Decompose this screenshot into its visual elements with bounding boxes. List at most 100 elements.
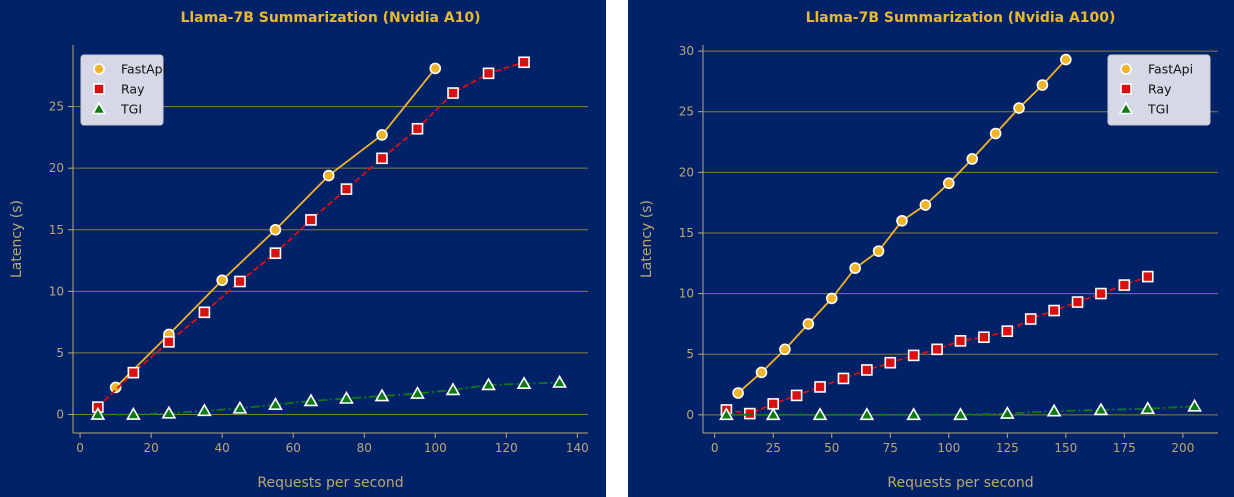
data-point-tgi [481,377,496,391]
legend-label-fastapi: FastApi [1148,62,1193,77]
x-axis-label: Requests per second [887,475,1033,491]
data-point-fastapi [216,274,228,287]
data-point-tgi [552,374,567,388]
data-point-tgi [197,403,212,417]
series-ray [720,270,1154,420]
y-tick-label: 10 [49,284,64,298]
data-point-tgi [953,407,968,421]
x-tick-label: 125 [996,441,1019,455]
legend-label-tgi: TGI [120,102,142,117]
x-tick-label: 150 [1054,441,1077,455]
data-point-ray [482,67,495,80]
data-point-fastapi [755,366,768,379]
data-point-tgi [374,388,390,402]
y-axis-label: Latency (s) [9,200,25,278]
data-point-ray [931,343,943,356]
data-point-ray [884,356,897,369]
data-point-ray [744,407,756,420]
y-axis-label: Latency (s) [639,200,655,278]
chart-title: Llama-7B Summarization (Nvidia A10) [180,10,480,26]
data-point-ray [1071,296,1084,308]
data-point-tgi [303,393,319,407]
x-tick-label: 25 [766,441,781,455]
y-tick-label: 25 [49,100,64,114]
data-point-fastapi [872,245,885,257]
x-tick-label: 100 [424,441,447,455]
data-point-fastapi [732,387,744,399]
data-point-fastapi [322,169,335,182]
data-point-tgi [859,407,875,421]
y-tick-label: 20 [49,161,64,175]
data-point-fastapi [802,318,815,330]
data-point-ray [127,366,140,379]
y-tick-label: 30 [679,44,694,58]
legend-label-ray: Ray [1148,82,1172,97]
x-tick-label: 120 [495,441,518,455]
chart-panel-a10: Llama-7B Summarization (Nvidia A10) 0 5 10 1… [0,0,606,497]
series-tgi [90,374,567,420]
data-point-tgi [90,406,106,420]
data-point-tgi [812,407,828,421]
data-point-fastapi [1036,79,1049,91]
chart-title: Llama-7B Summarization (Nvidia A100) [806,10,1116,26]
data-point-ray [837,372,850,385]
data-point-tgi [1046,403,1062,417]
data-point-tgi [906,407,922,421]
data-point-ray [1095,287,1107,300]
chart-a10: Llama-7B Summarization (Nvidia A10) 0 5 10 1… [9,10,589,491]
data-point-tgi [1093,402,1109,416]
legend-marker-fastapi [1120,63,1132,75]
data-point-ray [305,214,317,226]
data-point-fastapi [966,153,979,165]
data-point-fastapi [825,292,838,305]
data-point-ray [1118,279,1131,291]
data-point-fastapi [269,223,282,236]
legend: FastApi Ray TGI [80,54,166,126]
x-tick-label: 100 [937,441,960,455]
data-point-tgi [999,405,1015,419]
x-tick-label: 175 [1113,441,1136,455]
data-point-ray [518,56,530,69]
data-point-ray [907,349,920,362]
data-point-ray [790,389,803,402]
data-point-ray [234,275,246,288]
data-point-tgi [516,376,532,390]
y-tick-label: 10 [679,287,694,301]
data-point-tgi [765,407,781,421]
data-point-tgi [719,407,734,421]
data-point-ray [269,247,282,259]
x-tick-label: 75 [883,441,898,455]
data-point-tgi [232,400,248,414]
data-point-fastapi [942,177,955,190]
legend-marker-fastapi [93,63,105,75]
data-point-tgi [126,406,141,420]
data-point-tgi [445,382,461,396]
data-point-ray [1001,325,1014,337]
data-point-fastapi [376,129,388,141]
y-tick-label: 20 [679,165,694,179]
legend-label-tgi: TGI [1147,102,1169,117]
data-point-ray [340,183,353,195]
data-point-ray [198,306,211,319]
x-tick-label: 200 [1171,441,1194,455]
data-point-fastapi [1013,102,1025,114]
series-line-tgi [97,381,560,416]
x-tick-label: 140 [566,441,589,455]
x-axis-label: Requests per second [257,475,403,491]
y-tick-label: 5 [686,347,694,361]
data-point-ray [163,336,175,348]
data-point-ray [978,331,990,344]
series-tgi [719,398,1202,421]
series-fastapi [732,53,1072,399]
data-point-tgi [410,385,425,399]
data-point-ray [954,335,967,347]
chart-panel-a100: Llama-7B Summarization (Nvidia A100) 0 5 10… [628,0,1234,497]
data-point-fastapi [1060,53,1072,66]
legend-box [1107,54,1211,126]
data-point-fastapi [896,215,908,227]
data-point-fastapi [989,127,1002,140]
y-tick-label: 5 [56,346,64,360]
x-tick-label: 0 [711,441,719,455]
data-point-ray [861,364,873,376]
data-point-fastapi [429,62,442,75]
